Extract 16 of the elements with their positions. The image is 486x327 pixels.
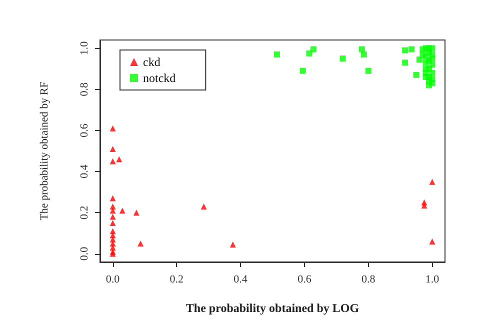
y-tick-label: 0.6 <box>78 123 90 138</box>
y-tick-label: 0.2 <box>78 206 90 220</box>
x-tick-label: 0.0 <box>106 274 120 286</box>
x-tick-label: 0.4 <box>234 274 248 286</box>
x-tick-label: 0.2 <box>170 274 184 286</box>
legend-label: ckd <box>143 55 160 69</box>
x-axis-title: The probability obtained by LOG <box>186 301 360 315</box>
legend-label: notckd <box>143 71 176 85</box>
y-axis-title: The probability obtained by RF <box>38 82 50 220</box>
x-tick-label: 0.6 <box>298 274 312 286</box>
y-tick-label: 0.0 <box>78 246 90 261</box>
y-tick-label: 1.0 <box>78 40 90 56</box>
x-tick-label: 0.8 <box>361 274 376 286</box>
y-tick-label: 0.8 <box>78 82 90 96</box>
x-tick-label: 1.0 <box>425 274 440 286</box>
y-tick-label: 0.4 <box>78 164 90 178</box>
